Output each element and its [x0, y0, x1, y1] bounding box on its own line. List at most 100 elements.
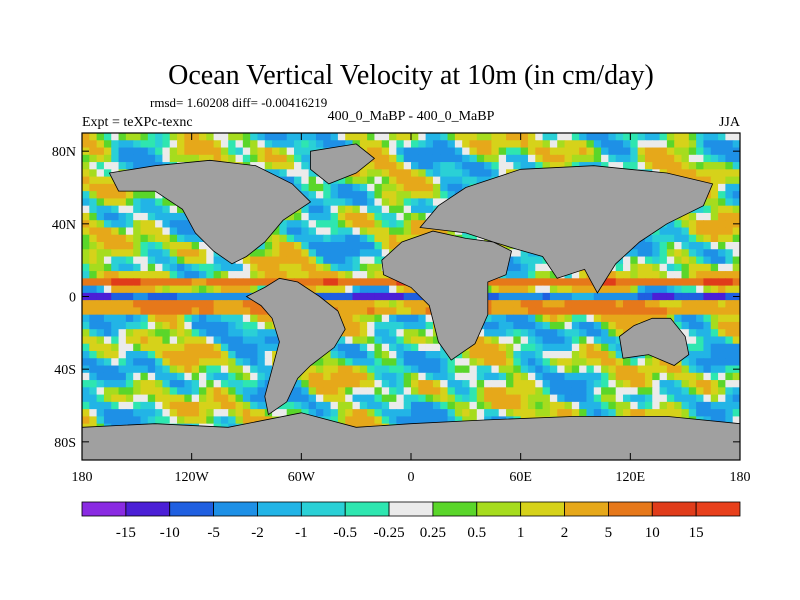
heatmap-cell — [177, 154, 185, 163]
heatmap-cell — [564, 321, 573, 330]
heatmap-cell — [206, 394, 215, 403]
heatmap-cell — [389, 234, 397, 243]
heatmap-cell — [111, 314, 120, 323]
heatmap-cell — [374, 234, 383, 243]
heatmap-cell — [89, 242, 98, 250]
heatmap-cell — [396, 212, 405, 221]
heatmap-cell — [169, 227, 178, 236]
heatmap-cell — [615, 162, 624, 170]
heatmap-cell — [506, 365, 514, 374]
heatmap-cell — [191, 133, 200, 141]
heatmap-cell — [103, 256, 112, 265]
heatmap-cell — [103, 271, 112, 279]
heatmap-cell — [447, 380, 456, 388]
heatmap-cell — [718, 387, 726, 396]
heatmap-cell — [330, 249, 339, 258]
heatmap-cell — [191, 249, 200, 258]
heatmap-cell — [323, 212, 332, 221]
heatmap-cell — [177, 147, 185, 156]
heatmap-cell — [506, 133, 514, 141]
heatmap-cell — [425, 329, 434, 338]
heatmap-cell — [549, 133, 558, 141]
heatmap-cell — [571, 351, 580, 359]
heatmap-cell — [374, 147, 383, 156]
heatmap-cell — [615, 307, 624, 316]
heatmap-cell — [294, 176, 302, 185]
heatmap-cell — [133, 154, 142, 163]
heatmap-cell — [140, 263, 149, 272]
heatmap-cell — [484, 140, 493, 149]
heatmap-cell — [542, 271, 551, 279]
heatmap-cell — [155, 314, 164, 323]
heatmap-cell — [125, 205, 134, 214]
heatmap-cell — [389, 387, 397, 396]
heatmap-cell — [177, 205, 185, 214]
heatmap-cell — [666, 271, 675, 279]
heatmap-cell — [330, 220, 339, 229]
heatmap-cell — [367, 278, 376, 287]
heatmap-cell — [506, 307, 514, 316]
heatmap-cell — [666, 387, 675, 396]
heatmap-cell — [425, 227, 434, 236]
heatmap-cell — [82, 394, 90, 403]
heatmap-cell — [140, 358, 149, 367]
heatmap-cell — [652, 140, 661, 149]
heatmap-cell — [506, 351, 514, 359]
heatmap-cell — [82, 133, 90, 141]
heatmap-cell — [615, 365, 624, 374]
heatmap-cell — [411, 205, 419, 214]
heatmap-cell — [308, 409, 317, 417]
heatmap-cell — [659, 365, 668, 374]
heatmap-cell — [133, 372, 142, 381]
heatmap-cell — [484, 372, 493, 381]
heatmap-cell — [637, 358, 646, 367]
heatmap-cell — [491, 401, 500, 410]
heatmap-cell — [520, 300, 529, 308]
heatmap-cell — [557, 380, 566, 388]
heatmap-cell — [725, 300, 734, 308]
colorbar-swatch — [388, 501, 434, 517]
heatmap-cell — [535, 147, 544, 156]
heatmap-cell — [491, 343, 500, 352]
heatmap-cell — [242, 271, 251, 279]
heatmap-cell — [111, 307, 120, 316]
heatmap-cell — [264, 314, 273, 323]
heatmap-cell — [250, 329, 259, 338]
heatmap-cell — [345, 278, 354, 287]
heatmap-cell — [571, 314, 580, 323]
heatmap-cell — [96, 191, 105, 199]
heatmap-cell — [184, 372, 193, 381]
heatmap-cell — [111, 234, 120, 243]
heatmap-cell — [155, 220, 164, 229]
heatmap-cell — [367, 263, 376, 272]
heatmap-cell — [177, 249, 185, 258]
heatmap-cell — [688, 351, 697, 359]
heatmap-cell — [96, 278, 105, 287]
heatmap-cell — [301, 147, 310, 156]
heatmap-cell — [367, 285, 376, 294]
heatmap-cell — [133, 292, 142, 301]
heatmap-cell — [659, 263, 668, 272]
heatmap-cell — [337, 256, 346, 265]
heatmap-cell — [359, 205, 368, 214]
heatmap-cell — [330, 401, 339, 410]
heatmap-cell — [725, 183, 734, 192]
heatmap-cell — [513, 140, 522, 149]
heatmap-cell — [198, 343, 207, 352]
heatmap-cell — [527, 380, 536, 388]
heatmap-cell — [571, 387, 580, 396]
heatmap-cell — [308, 191, 317, 199]
heatmap-cell — [177, 271, 185, 279]
heatmap-cell — [535, 380, 544, 388]
heatmap-cell — [674, 401, 683, 410]
heatmap-cell — [718, 394, 726, 403]
heatmap-cell — [688, 278, 697, 287]
heatmap-cell — [103, 343, 112, 352]
heatmap-cell — [476, 154, 485, 163]
heatmap-cell — [403, 212, 412, 221]
heatmap-cell — [718, 133, 726, 141]
heatmap-cell — [125, 314, 134, 323]
heatmap-cell — [111, 256, 120, 265]
heatmap-cell — [162, 278, 171, 287]
heatmap-cell — [294, 380, 302, 388]
